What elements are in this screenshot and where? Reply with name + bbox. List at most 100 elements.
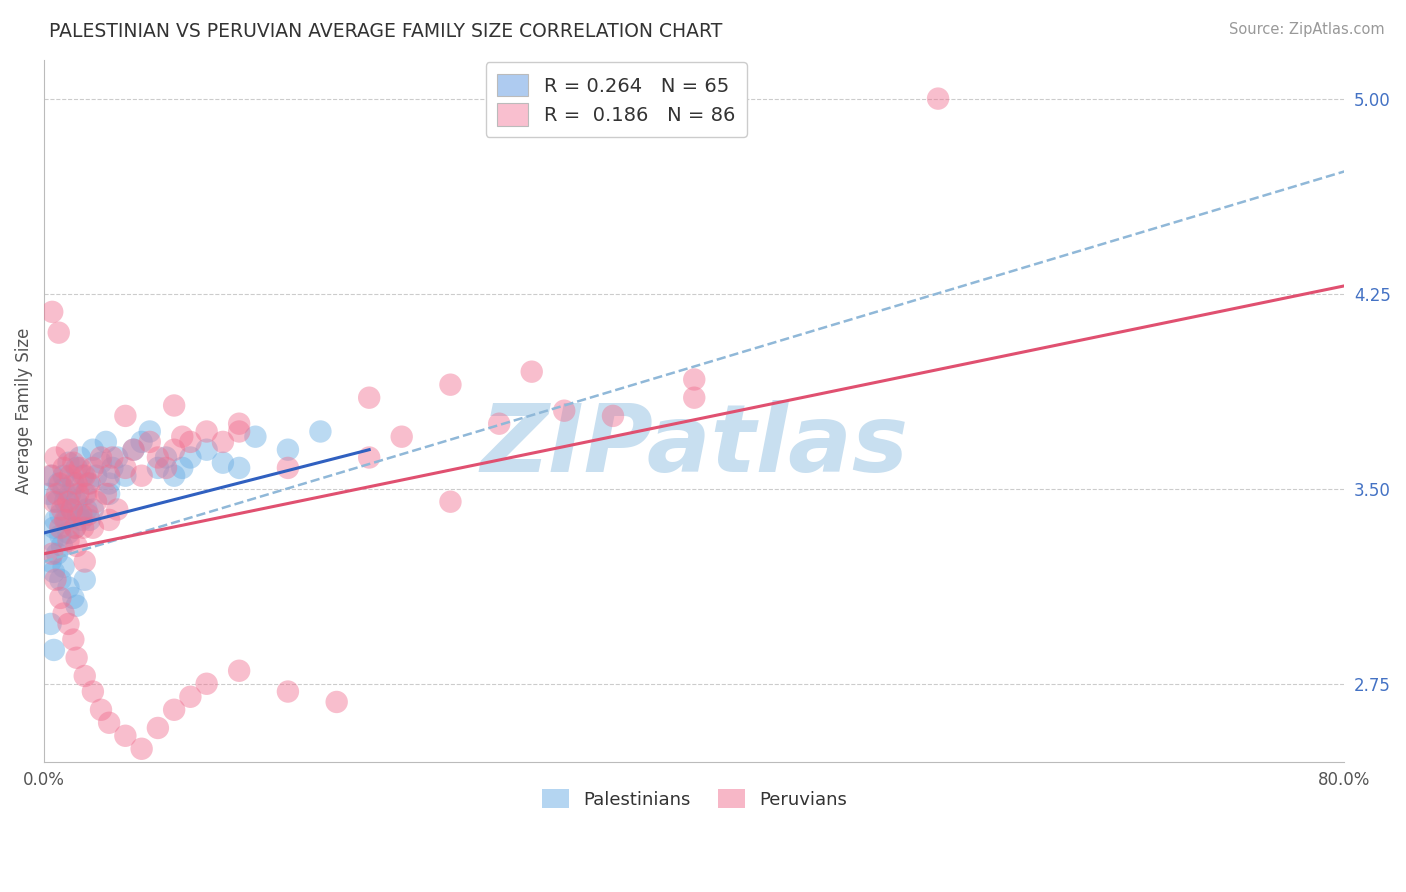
Point — [59, 487, 82, 501]
Point — [391, 430, 413, 444]
Point — [325, 695, 347, 709]
Point — [146, 721, 169, 735]
Point — [114, 409, 136, 423]
Point — [42, 494, 65, 508]
Point — [228, 425, 250, 439]
Point — [38, 487, 60, 501]
Point — [98, 487, 121, 501]
Point — [73, 669, 96, 683]
Point — [58, 525, 80, 540]
Point — [56, 513, 79, 527]
Point — [72, 521, 94, 535]
Point — [105, 450, 128, 465]
Point — [65, 539, 87, 553]
Point — [90, 450, 112, 465]
Point — [77, 508, 100, 522]
Point — [683, 391, 706, 405]
Point — [228, 461, 250, 475]
Point — [94, 487, 117, 501]
Point — [41, 533, 63, 548]
Point — [602, 409, 624, 423]
Point — [51, 502, 73, 516]
Point — [60, 502, 83, 516]
Point — [146, 461, 169, 475]
Point — [63, 521, 86, 535]
Point — [82, 521, 104, 535]
Point — [212, 456, 235, 470]
Point — [105, 502, 128, 516]
Point — [82, 461, 104, 475]
Point — [62, 476, 84, 491]
Point — [359, 450, 381, 465]
Point — [49, 476, 72, 491]
Point — [48, 476, 70, 491]
Point — [683, 372, 706, 386]
Point — [122, 442, 145, 457]
Point — [72, 468, 94, 483]
Point — [53, 513, 76, 527]
Point — [46, 487, 69, 501]
Point — [179, 450, 201, 465]
Point — [52, 461, 75, 475]
Point — [163, 442, 186, 457]
Point — [439, 377, 461, 392]
Point — [44, 573, 66, 587]
Point — [73, 573, 96, 587]
Point — [42, 521, 65, 535]
Point — [52, 607, 75, 621]
Point — [359, 391, 381, 405]
Point — [77, 476, 100, 491]
Point — [146, 450, 169, 465]
Point — [79, 513, 101, 527]
Point — [52, 482, 75, 496]
Point — [212, 434, 235, 449]
Point — [41, 305, 63, 319]
Point — [46, 494, 69, 508]
Point — [101, 461, 124, 475]
Point — [520, 365, 543, 379]
Point — [122, 442, 145, 457]
Point — [67, 508, 90, 522]
Point — [73, 468, 96, 483]
Text: Source: ZipAtlas.com: Source: ZipAtlas.com — [1229, 22, 1385, 37]
Point — [84, 468, 107, 483]
Point — [98, 468, 121, 483]
Point — [62, 591, 84, 605]
Point — [163, 399, 186, 413]
Point — [62, 456, 84, 470]
Point — [63, 521, 86, 535]
Point — [41, 468, 63, 483]
Point — [75, 487, 97, 501]
Point — [49, 591, 72, 605]
Point — [172, 461, 194, 475]
Point — [179, 434, 201, 449]
Legend: Palestinians, Peruvians: Palestinians, Peruvians — [534, 782, 855, 816]
Point — [52, 468, 75, 483]
Point — [163, 468, 186, 483]
Point — [42, 565, 65, 579]
Point — [277, 684, 299, 698]
Point — [114, 461, 136, 475]
Point — [67, 487, 90, 501]
Point — [42, 643, 65, 657]
Point — [195, 425, 218, 439]
Point — [49, 521, 72, 535]
Point — [39, 468, 62, 483]
Point — [309, 425, 332, 439]
Point — [439, 494, 461, 508]
Text: PALESTINIAN VS PERUVIAN AVERAGE FAMILY SIZE CORRELATION CHART: PALESTINIAN VS PERUVIAN AVERAGE FAMILY S… — [49, 22, 723, 41]
Point — [172, 430, 194, 444]
Point — [39, 616, 62, 631]
Point — [53, 494, 76, 508]
Point — [139, 425, 162, 439]
Point — [98, 513, 121, 527]
Text: ZIPatlas: ZIPatlas — [481, 400, 908, 491]
Point — [245, 430, 267, 444]
Point — [90, 703, 112, 717]
Y-axis label: Average Family Size: Average Family Size — [15, 327, 32, 494]
Point — [73, 487, 96, 501]
Point — [195, 442, 218, 457]
Point — [49, 573, 72, 587]
Point — [56, 442, 79, 457]
Point — [58, 581, 80, 595]
